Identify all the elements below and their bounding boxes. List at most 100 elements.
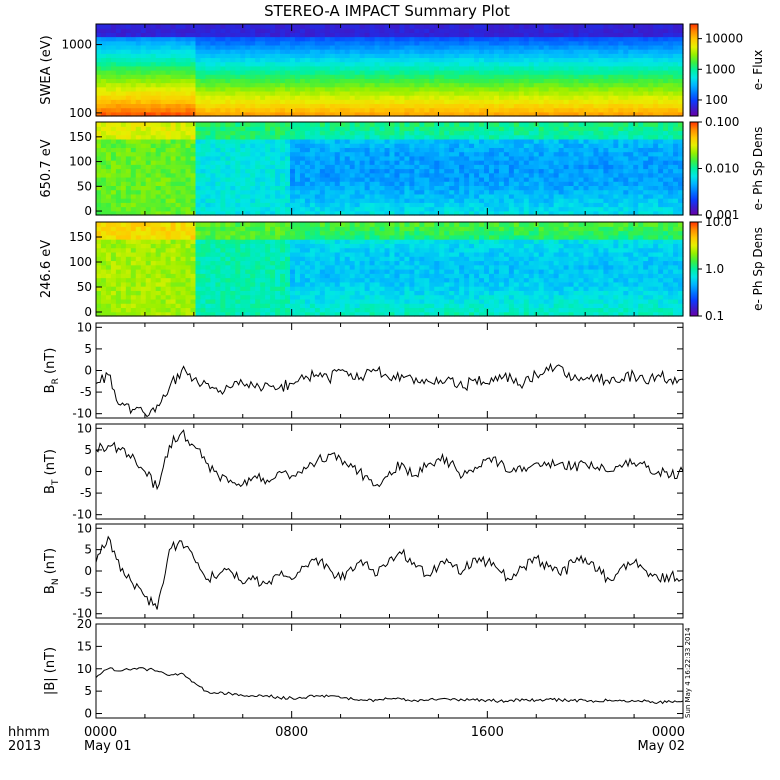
heatmap-cell <box>553 32 560 38</box>
heatmap-cell <box>409 61 415 67</box>
heatmap-cell <box>439 103 445 109</box>
heatmap-cell <box>503 61 510 67</box>
heatmap-cell <box>603 143 609 148</box>
heatmap-cell <box>100 99 107 105</box>
heatmap-cell <box>469 65 475 71</box>
heatmap-cell <box>329 189 336 195</box>
heatmap-cell <box>304 138 311 144</box>
heatmap-cell <box>538 57 545 63</box>
heatmap-cell <box>668 49 674 54</box>
heatmap-cell <box>449 155 455 161</box>
heatmap-cell <box>414 111 420 117</box>
heatmap-cell <box>553 95 560 100</box>
heatmap-cell <box>200 86 207 92</box>
heatmap-cell <box>100 74 107 79</box>
heatmap-cell <box>210 168 216 174</box>
heatmap-cell <box>145 107 152 113</box>
heatmap-cell <box>488 111 495 117</box>
heatmap-cell <box>245 49 251 54</box>
plot-title: STEREO-A IMPACT Summary Plot <box>264 2 510 20</box>
heatmap-cell <box>349 49 356 54</box>
heatmap-cell <box>508 134 515 140</box>
heatmap-cell <box>324 164 331 170</box>
heatmap-cell <box>498 202 505 208</box>
heatmap-cell <box>324 65 331 71</box>
heatmap-cell <box>230 61 236 67</box>
heatmap-cell <box>508 111 515 117</box>
heatmap-cell <box>543 189 550 195</box>
heatmap-cell <box>364 143 371 148</box>
heatmap-cell <box>588 70 595 75</box>
heatmap-cell <box>623 65 629 71</box>
heatmap-cell <box>160 70 167 75</box>
heatmap-cell <box>459 181 465 187</box>
heatmap-cell <box>394 122 401 127</box>
heatmap-cell <box>513 160 520 165</box>
heatmap-cell <box>553 78 560 84</box>
heatmap-cell <box>663 90 669 96</box>
heatmap-cell <box>653 65 659 71</box>
heatmap-cell <box>105 189 112 195</box>
heatmap-cell <box>260 40 266 46</box>
heatmap-cell <box>678 28 684 33</box>
heatmap-cell <box>593 61 600 67</box>
heatmap-cell <box>275 198 281 203</box>
heatmap-cell <box>245 95 251 100</box>
heatmap-cell <box>523 181 530 187</box>
heatmap-cell <box>145 147 152 153</box>
heatmap-cell <box>100 90 107 96</box>
heatmap-cell <box>548 49 555 54</box>
heatmap-cell <box>250 32 256 38</box>
heatmap-cell <box>105 198 112 203</box>
heatmap-cell <box>319 185 326 191</box>
heatmap-cell <box>484 90 490 96</box>
heatmap-cell <box>459 107 465 113</box>
heatmap-cell <box>578 103 585 109</box>
heatmap-cell <box>379 61 386 67</box>
heatmap-cell <box>523 36 530 42</box>
heatmap-cell <box>210 193 216 199</box>
heatmap-cell <box>479 24 485 29</box>
heatmap-cell <box>498 99 505 105</box>
heatmap-cell <box>105 126 112 132</box>
heatmap-cell <box>110 61 117 67</box>
heatmap-cell <box>608 36 614 42</box>
heatmap-cell <box>304 61 311 67</box>
heatmap-cell <box>578 181 585 187</box>
heatmap-cell <box>155 122 162 127</box>
heatmap-cell <box>105 36 112 42</box>
heatmap-cell <box>230 82 236 88</box>
heatmap-cell <box>304 49 311 54</box>
heatmap-cell <box>200 103 207 109</box>
heatmap-cell <box>255 147 261 153</box>
heatmap-cell <box>205 198 212 203</box>
heatmap-cell <box>593 134 600 140</box>
heatmap-cell <box>419 99 425 105</box>
heatmap-cell <box>294 172 301 178</box>
heatmap-cell <box>439 53 445 59</box>
heatmap-cell <box>558 111 565 117</box>
heatmap-cell <box>324 185 331 191</box>
heatmap-cell <box>334 122 341 127</box>
heatmap-cell <box>558 168 565 174</box>
heatmap-cell <box>175 181 182 187</box>
heatmap-cell <box>170 198 177 203</box>
heatmap-cell <box>185 82 192 88</box>
heatmap-cell <box>608 49 614 54</box>
heatmap-cell <box>454 122 460 127</box>
heatmap-cell <box>294 82 301 88</box>
heatmap-cell <box>120 138 127 144</box>
heatmap-cell <box>105 28 112 33</box>
heatmap-cell <box>384 193 391 199</box>
heatmap-cell <box>294 168 301 174</box>
heatmap-cell <box>404 126 410 132</box>
heatmap-cell <box>185 28 192 33</box>
heatmap-cell <box>678 44 684 50</box>
heatmap-cell <box>309 90 316 96</box>
heatmap-cell <box>553 168 560 174</box>
heatmap-cell <box>265 202 271 208</box>
heatmap-cell <box>379 206 386 212</box>
heatmap-cell <box>265 78 271 84</box>
heatmap-cell <box>285 160 291 165</box>
heatmap-cell <box>329 82 336 88</box>
